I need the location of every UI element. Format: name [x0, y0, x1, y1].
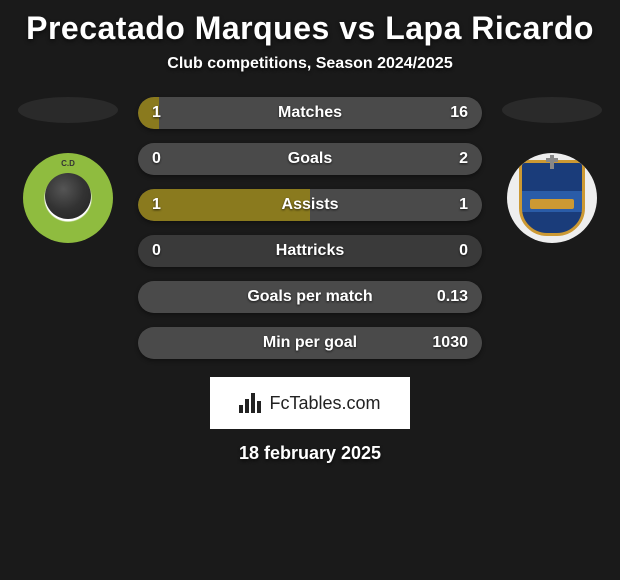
stats-column: 1 Matches 16 0 Goals 2 1 Assists 1 0 Hattricks 0 Goa…: [138, 97, 482, 359]
right-player-photo-placeholder: [502, 97, 602, 123]
stat-label: Min per goal: [263, 334, 357, 352]
content-row: C.D 1 Matches 16 0 Goals 2 1 Assists 1 0 Hattricks…: [0, 97, 620, 359]
crest-bridge-icon: [530, 199, 574, 209]
subtitle: Club competitions, Season 2024/2025: [0, 55, 620, 73]
right-club-crest: [507, 153, 597, 243]
left-player-col: C.D: [8, 97, 128, 243]
left-player-photo-placeholder: [18, 97, 118, 123]
stat-label: Goals per match: [247, 288, 372, 306]
crest-text: C.D: [61, 159, 75, 168]
crest-shield: [519, 160, 585, 236]
stat-value-left: 0: [152, 242, 161, 260]
left-club-crest: C.D: [23, 153, 113, 243]
branding-text: FcTables.com: [269, 393, 380, 414]
page-title: Precatado Marques vs Lapa Ricardo: [0, 10, 620, 47]
stat-label: Hattricks: [276, 242, 344, 260]
right-player-col: [492, 97, 612, 243]
date-text: 18 february 2025: [0, 443, 620, 464]
stat-row: 0 Hattricks 0: [138, 235, 482, 267]
stat-row: 1 Assists 1: [138, 189, 482, 221]
stat-value-right: 1030: [432, 334, 468, 352]
crest-inner: [45, 173, 91, 219]
stat-value-left: 0: [152, 150, 161, 168]
stat-value-right: 16: [450, 104, 468, 122]
bar-chart-icon: [239, 393, 263, 413]
stat-value-right: 0: [459, 242, 468, 260]
stat-value-right: 2: [459, 150, 468, 168]
stat-label: Assists: [282, 196, 339, 214]
stat-row: Goals per match 0.13: [138, 281, 482, 313]
stat-label: Matches: [278, 104, 342, 122]
stat-label: Goals: [288, 150, 332, 168]
infographic-container: Precatado Marques vs Lapa Ricardo Club c…: [0, 0, 620, 464]
crest-cross-icon: [550, 155, 554, 169]
stat-value-left: 1: [152, 196, 161, 214]
stat-row: Min per goal 1030: [138, 327, 482, 359]
stat-value-right: 0.13: [437, 288, 468, 306]
branding-box: FcTables.com: [210, 377, 410, 429]
stat-row: 0 Goals 2: [138, 143, 482, 175]
stat-value-right: 1: [459, 196, 468, 214]
stat-value-left: 1: [152, 104, 161, 122]
stat-row: 1 Matches 16: [138, 97, 482, 129]
